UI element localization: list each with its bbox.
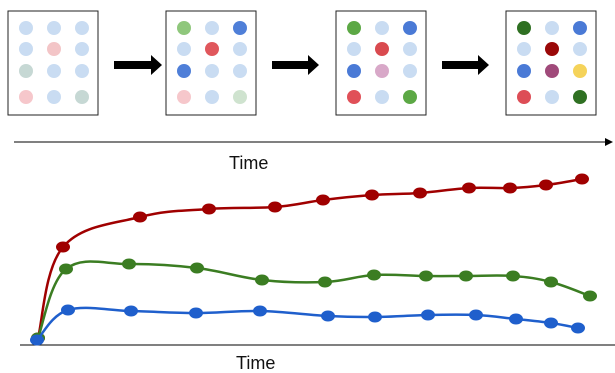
curve-point-green — [122, 258, 136, 270]
curve-green — [31, 258, 597, 344]
curve-point-blue — [571, 322, 585, 334]
curve-point-red — [316, 194, 330, 206]
cell-dot — [517, 64, 531, 78]
panel-stage-1 — [7, 10, 99, 116]
curve-point-blue — [469, 309, 483, 321]
cell-dot — [205, 64, 219, 78]
cell-dot — [545, 90, 559, 104]
curve-point-red — [462, 182, 476, 194]
curve-point-green — [544, 276, 558, 288]
curve-point-green — [367, 269, 381, 281]
curve-point-blue — [61, 304, 75, 316]
cell-dot — [545, 64, 559, 78]
curve-line-blue — [35, 306, 580, 342]
cell-dot — [19, 42, 33, 56]
cell-dot — [75, 90, 89, 104]
curve-point-red — [133, 211, 147, 223]
stage-arrow-2 — [272, 55, 319, 75]
cell-dot — [233, 42, 247, 56]
curve-point-green — [255, 274, 269, 286]
curve-point-green — [419, 270, 433, 282]
cell-dot — [19, 64, 33, 78]
cell-dot — [347, 42, 361, 56]
cell-dot — [47, 42, 61, 56]
cell-dot — [573, 21, 587, 35]
cell-dot — [573, 42, 587, 56]
cell-dot — [75, 21, 89, 35]
cell-dot — [517, 42, 531, 56]
cell-dot — [47, 21, 61, 35]
cell-dot — [47, 64, 61, 78]
curve-point-red — [268, 201, 282, 213]
cell-dot — [403, 42, 417, 56]
cell-dot — [403, 90, 417, 104]
cell-dot — [375, 90, 389, 104]
curve-point-red — [503, 182, 517, 194]
cell-dot — [75, 64, 89, 78]
cell-dot — [403, 21, 417, 35]
curve-point-blue — [368, 311, 382, 323]
stage-arrows-group — [114, 55, 489, 75]
curves-group — [30, 173, 597, 346]
cell-dot — [205, 21, 219, 35]
curve-point-blue — [124, 305, 138, 317]
curve-point-green — [583, 290, 597, 302]
cell-dot — [19, 21, 33, 35]
cell-dot — [233, 21, 247, 35]
curve-point-red — [413, 187, 427, 199]
cell-dot — [545, 21, 559, 35]
cell-dot — [573, 64, 587, 78]
cell-dot — [47, 90, 61, 104]
cell-dot — [375, 64, 389, 78]
cell-dot — [19, 90, 33, 104]
time-label-top: Time — [229, 153, 269, 173]
curve-point-red — [575, 173, 589, 185]
curve-point-green — [506, 270, 520, 282]
cell-dot — [177, 64, 191, 78]
cell-dot — [205, 42, 219, 56]
cell-dot — [347, 64, 361, 78]
curve-point-green — [59, 263, 73, 275]
panel-stage-2 — [165, 10, 257, 116]
curve-point-red — [365, 189, 379, 201]
cell-dot — [573, 90, 587, 104]
cell-dot — [375, 21, 389, 35]
curve-point-green — [318, 276, 332, 288]
panel-stage-3 — [335, 10, 427, 116]
curve-point-blue — [421, 309, 435, 321]
stage-arrow-1 — [114, 55, 162, 75]
cell-dot — [205, 90, 219, 104]
cell-dot — [177, 21, 191, 35]
cell-dot — [233, 90, 247, 104]
curve-point-green — [190, 262, 204, 274]
cell-dot — [517, 90, 531, 104]
curve-point-green — [459, 270, 473, 282]
cell-dot — [347, 90, 361, 104]
cell-dot — [347, 21, 361, 35]
cell-dot — [233, 64, 247, 78]
curve-blue — [30, 304, 585, 346]
cell-dot — [403, 64, 417, 78]
curve-point-blue — [30, 334, 44, 346]
cell-dot — [177, 90, 191, 104]
cell-dot — [375, 42, 389, 56]
curve-point-blue — [321, 310, 335, 322]
cell-dot — [517, 21, 531, 35]
curve-point-blue — [189, 307, 203, 319]
cell-dot — [177, 42, 191, 56]
cell-dot — [545, 42, 559, 56]
cell-dot — [75, 42, 89, 56]
panel-stage-4 — [505, 10, 597, 116]
curve-point-blue — [253, 305, 267, 317]
panels-group — [7, 10, 597, 116]
curve-point-blue — [509, 313, 523, 325]
curve-point-red — [56, 241, 70, 253]
curve-point-blue — [544, 317, 558, 329]
stage-arrow-3 — [442, 55, 489, 75]
time-label-bottom: Time — [236, 353, 276, 373]
curve-point-red — [539, 179, 553, 191]
curve-point-red — [202, 203, 216, 215]
